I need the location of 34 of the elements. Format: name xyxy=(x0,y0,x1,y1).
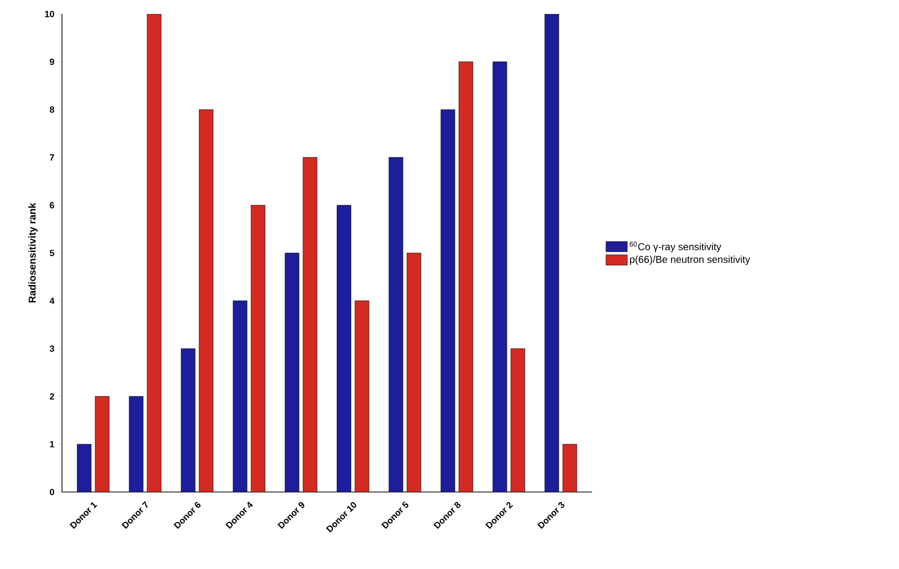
bar xyxy=(302,157,318,492)
bar xyxy=(510,348,526,492)
bar xyxy=(336,204,352,492)
bar xyxy=(128,396,144,492)
y-tick-label: 5 xyxy=(50,250,54,256)
y-tick-label: 7 xyxy=(50,154,54,160)
bar xyxy=(388,157,404,492)
bar xyxy=(492,62,508,492)
y-tick-label: 1 xyxy=(50,441,54,448)
bar xyxy=(458,62,474,492)
y-tick-label: 10 xyxy=(45,10,54,18)
bar xyxy=(94,396,110,492)
bar xyxy=(250,204,266,492)
y-tick-label: 9 xyxy=(50,58,54,65)
bar xyxy=(180,348,196,492)
bar xyxy=(198,109,214,492)
y-tick-label: 2 xyxy=(50,393,54,400)
bar xyxy=(406,252,422,492)
legend-label: $^{60}$Co γ-ray sensitivity xyxy=(630,242,722,252)
y-tick-label: 0 xyxy=(50,488,54,496)
bar xyxy=(544,14,560,492)
y-tick-label: 4 xyxy=(50,298,54,304)
bar xyxy=(284,252,300,492)
y-axis-title: Radiosensitivity rank xyxy=(28,202,38,302)
y-tick-label: 6 xyxy=(50,202,54,208)
bar xyxy=(146,14,162,492)
bar xyxy=(562,444,578,492)
bar xyxy=(76,444,92,492)
bar xyxy=(354,300,370,492)
bar xyxy=(440,109,456,492)
legend-label: p(66)/Be neutron sensitivity xyxy=(630,256,750,265)
bar xyxy=(232,300,248,492)
y-tick-label: 3 xyxy=(50,345,54,352)
y-tick-label: 8 xyxy=(50,106,54,113)
